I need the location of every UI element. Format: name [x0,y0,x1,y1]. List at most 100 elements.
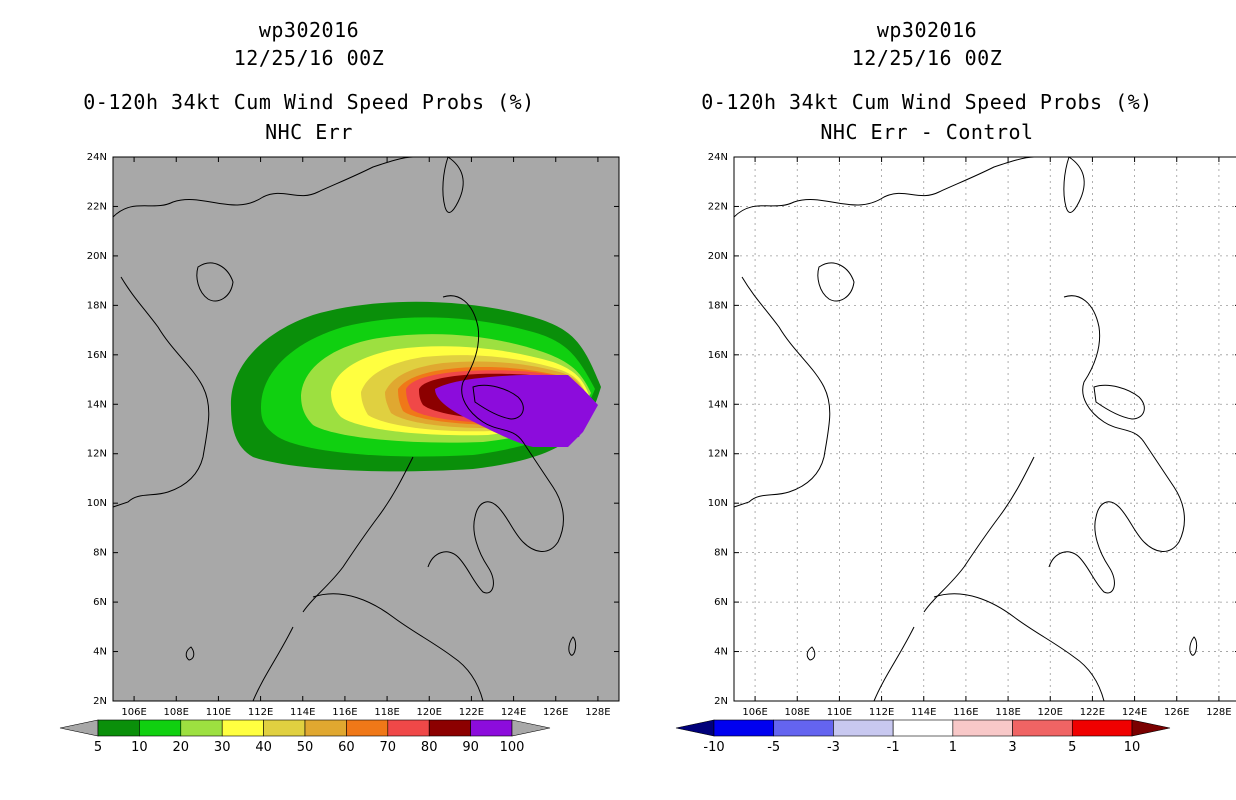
subtitle: NHC Err - Control [820,120,1034,144]
left-panel: wp302016 12/25/16 00Z 0-120h 34kt Cum Wi… [59,18,620,755]
lat-tick-label: 14N [708,399,728,410]
lon-tick-label: 116E [332,707,357,718]
lat-tick-label: 20N [708,251,728,262]
lat-tick-label: 8N [714,548,728,559]
lat-tick-label: 12N [87,449,107,460]
lon-tick-label: 126E [1164,707,1189,718]
lat-tick-label: 10N [708,498,728,509]
lon-tick-label: 118E [374,707,399,718]
lat-tick-label: 4N [93,647,107,658]
gridlines [734,157,1236,701]
colorbar-segment [428,719,471,737]
coastlines [112,156,577,702]
difference-colorbar: -10 -5 -3 -1 1 3 5 10 [675,719,1171,755]
lon-tick-label: 116E [953,707,978,718]
lon-tick-label: 128E [1206,707,1231,718]
lat-tick-label: 12N [708,449,728,460]
lat-tick-label: 16N [708,350,728,361]
lon-tick-label: 108E [785,707,810,718]
colorbar-label: 10 [1124,740,1141,755]
lon-tick-label: 112E [869,707,894,718]
lat-tick-label: 18N [87,300,107,311]
colorbar-segment [833,719,894,737]
datetime-title: 12/25/16 00Z [233,46,385,70]
product-title: 0-120h 34kt Cum Wind Speed Probs (%) [701,90,1153,114]
colorbar-label: 100 [500,740,525,755]
lat-tick-label: 6N [93,597,107,608]
lat-tick-label: 14N [87,399,107,410]
lat-tick-label: 18N [708,300,728,311]
colorbar-label: -3 [827,740,840,755]
colorbar-label: 90 [462,740,479,755]
colorbar-low-arrow [675,719,715,737]
colorbar-segment [97,719,140,737]
difference-map: 24N 22N 20N 18N 16N 14N 12N 10N 8N 6N 4N 2N 106E 108… [708,152,1236,718]
lon-tick-label: 122E [1080,707,1105,718]
lat-tick-label: 24N [87,152,107,163]
lon-tick-label: 110E [827,707,852,718]
lon-tick-label: 126E [543,707,568,718]
lon-tick-label: 110E [206,707,231,718]
lon-tick-label: 106E [742,707,767,718]
colorbar-label: 10 [131,740,148,755]
colorbar-segment [263,719,306,737]
lat-tick-label: 2N [93,696,107,707]
map-frame [733,156,1236,702]
coastlines [733,156,1198,702]
lat-tick-label: 2N [714,696,728,707]
probability-map: 24N 22N 20N 18N 16N 14N 12N 10N 8N 6N 4N 2N 106E 108… [87,152,620,718]
lon-tick-label: 118E [995,707,1020,718]
colorbar-label: -1 [887,740,900,755]
colorbar-segment [221,719,264,737]
colorbar-low-arrow [59,719,99,737]
colorbar-high-arrow [1131,719,1171,737]
colorbar-segment [387,719,430,737]
colorbar-segment [470,719,513,737]
colorbar-label: 30 [214,740,231,755]
lon-tick-label: 120E [1038,707,1063,718]
lat-tick-label: 8N [93,548,107,559]
colorbar-label: 5 [1068,740,1076,755]
lat-tick-label: 10N [87,498,107,509]
colorbar-segment [1012,719,1073,737]
probability-contours [230,301,601,472]
contour-100 [443,378,593,440]
colorbar-segment [180,719,223,737]
colorbar-segment [346,719,389,737]
longitude-labels: 106E 108E 110E 112E 114E 116E 118E 120E 122E 124E… [121,157,611,718]
latitude-labels: 24N 22N 20N 18N 16N 14N 12N 10N 8N 6N 4N 2N [87,152,619,707]
lon-tick-label: 124E [501,707,526,718]
colorbar-segment [1071,719,1133,737]
datetime-title: 12/25/16 00Z [851,46,1003,70]
lon-tick-label: 128E [585,707,610,718]
lat-tick-label: 22N [87,201,107,212]
colorbar-segment [713,719,775,737]
colorbar-segment [139,719,182,737]
product-title: 0-120h 34kt Cum Wind Speed Probs (%) [83,90,535,114]
lon-tick-label: 106E [121,707,146,718]
lon-tick-label: 112E [248,707,273,718]
probability-colorbar: 5 10 20 30 40 50 60 70 80 90 100 [59,719,551,755]
storm-id-title: wp302016 [258,18,360,42]
lat-tick-label: 20N [87,251,107,262]
lon-tick-label: 122E [459,707,484,718]
colorbar-label: 20 [173,740,190,755]
colorbar-label: 3 [1008,740,1016,755]
colorbar-label: 50 [297,740,314,755]
colorbar-label: 70 [380,740,397,755]
lon-tick-label: 108E [164,707,189,718]
lat-tick-label: 24N [708,152,728,163]
colorbar-label: 60 [338,740,355,755]
colorbar-segment [892,719,954,737]
colorbar-segment [304,719,347,737]
lat-tick-label: 16N [87,350,107,361]
colorbar-label: 5 [94,740,102,755]
colorbar-label: -10 [703,740,724,755]
lon-tick-label: 114E [290,707,315,718]
lon-tick-label: 124E [1122,707,1147,718]
lat-tick-label: 4N [714,647,728,658]
lat-tick-label: 6N [714,597,728,608]
colorbar-label: 80 [421,740,438,755]
colorbar-segment [952,719,1013,737]
colorbar-segment [773,719,834,737]
